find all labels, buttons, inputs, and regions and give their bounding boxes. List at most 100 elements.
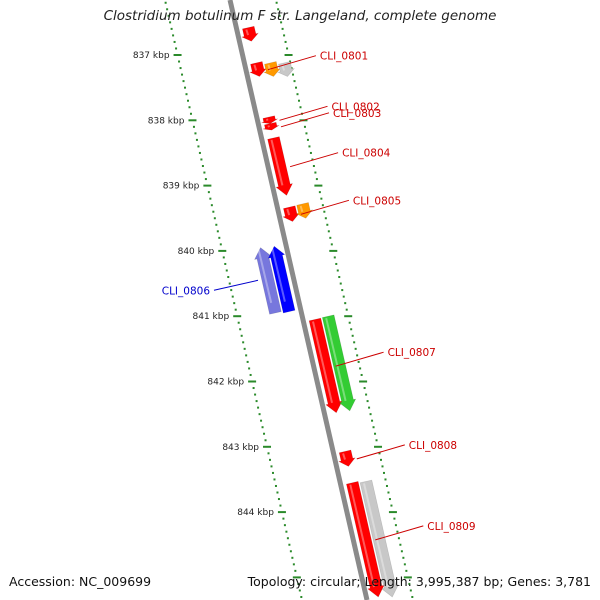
scale-tick-minor [294, 569, 297, 572]
gene-arrow-cli-0801[interactable] [248, 61, 268, 77]
gene-label-cli-0802[interactable]: CLI_0802 [332, 101, 380, 113]
scale-tick-minor [242, 341, 245, 344]
scale-tick-minor [282, 517, 285, 520]
scale-tick-minor [283, 524, 286, 527]
scale-tick-minor [339, 282, 342, 285]
scale-tick-minor [306, 138, 309, 141]
gene-arrow-cli-0804[interactable] [267, 136, 294, 196]
scale-tick-minor [363, 387, 366, 390]
scale-tick-minor [222, 256, 225, 259]
gene-label-cli-0803[interactable]: CLI_0803 [333, 108, 381, 120]
scale-tick-minor [327, 230, 330, 233]
scale-tick-minor [388, 498, 391, 501]
scale-tick-minor [167, 14, 170, 17]
gene-label-cli-0809[interactable]: CLI_0809 [427, 521, 475, 533]
scale-tick-minor [381, 465, 384, 468]
scale-tick-minor [275, 1, 278, 4]
scale-tick-minor [255, 400, 258, 403]
scale-tick-minor [170, 27, 173, 30]
scale-tick-minor [321, 204, 324, 207]
gene-arrow-shade [267, 125, 270, 128]
gene-arrow-unlabeled-10[interactable] [267, 245, 296, 314]
scale-tick-minor [284, 40, 287, 43]
scale-tick-minor [286, 537, 289, 540]
gene-arrow-shade [245, 29, 250, 36]
scale-tick-minor [318, 191, 321, 194]
gene-label-leader [289, 152, 339, 168]
scale-tick-minor [303, 125, 306, 128]
scale-tick-minor [289, 60, 292, 63]
scale-tick-minor [315, 178, 318, 181]
scale-tick-minor [359, 367, 362, 370]
scale-tick-minor [276, 491, 279, 494]
gene-label-cli-0808[interactable]: CLI_0808 [409, 440, 457, 452]
gene-arrow-unlabeled-3[interactable] [276, 61, 296, 77]
gene-arrow-cli-0807[interactable] [308, 317, 343, 414]
scale-label: 838 kbp [148, 116, 185, 126]
scale-tick-minor [312, 165, 315, 168]
genome-title: Clostridium botulinum F str. Langeland, … [103, 8, 497, 24]
scale-tick-minor [309, 151, 312, 154]
scale-tick-minor [311, 158, 314, 161]
gene-arrow-cli-0808[interactable] [337, 449, 356, 467]
gene-label-cli-0806[interactable]: CLI_0806 [162, 285, 211, 297]
scale-tick-minor [215, 223, 218, 226]
gene-label-cli-0804[interactable]: CLI_0804 [342, 148, 391, 160]
scale-tick-minor [372, 426, 375, 429]
scale-tick-minor [201, 165, 204, 168]
scale-tick-minor [348, 321, 351, 324]
scale-tick-minor [394, 524, 397, 527]
scale-tick-minor [403, 563, 406, 566]
scale-tick-minor [353, 341, 356, 344]
scale-tick-minor [224, 262, 227, 265]
gene-arrow-unlabeled-0[interactable] [240, 25, 260, 42]
gene-arrow-cli-0805[interactable] [281, 205, 301, 222]
scale-tick-minor [397, 537, 400, 540]
gene-label-cli-0807[interactable]: CLI_0807 [388, 347, 436, 359]
scale-tick-minor [189, 112, 192, 115]
scale-tick-minor [237, 321, 240, 324]
scale-tick-minor [263, 432, 266, 435]
scale-tick-minor [366, 400, 369, 403]
scale-tick-minor [371, 419, 374, 422]
scale-tick-minor [396, 530, 399, 533]
scale-tick-minor [181, 73, 184, 76]
scale-tick-minor [308, 145, 311, 148]
scale-tick-minor [293, 80, 296, 83]
scale-tick-minor [178, 60, 181, 63]
scale-tick-minor [258, 413, 261, 416]
scale-tick-minor [234, 308, 237, 311]
scale-tick-minor [385, 484, 388, 487]
gene-arrow-unlabeled-2[interactable] [262, 61, 282, 77]
scale-tick-minor [252, 387, 255, 390]
scale-tick-minor [267, 452, 270, 455]
scale-tick-minor [393, 517, 396, 520]
scale-tick-minor [384, 478, 387, 481]
scale-tick-minor [197, 145, 200, 148]
gene-arrow-shade [349, 484, 376, 588]
scale-tick-minor [292, 73, 295, 76]
gene-arrow-shade [363, 483, 390, 588]
gene-arrow-cli-0802[interactable] [261, 115, 278, 124]
scale-tick-minor [357, 360, 360, 363]
gene-label-cli-0801[interactable]: CLI_0801 [320, 51, 368, 63]
gene-arrow-cli-0803[interactable] [262, 121, 280, 131]
gene-arrow-shade [270, 139, 284, 186]
scale-tick-minor [378, 452, 381, 455]
scale-tick-minor [210, 204, 213, 207]
gene-features [240, 25, 399, 598]
gene-arrow-unlabeled-12[interactable] [321, 314, 357, 412]
scale-label: 841 kbp [193, 312, 230, 322]
gene-arrow-unlabeled-8[interactable] [295, 202, 314, 219]
scale-tick-minor [354, 347, 357, 350]
scale-tick-minor [336, 269, 339, 272]
scale-tick-minor [172, 34, 175, 37]
gene-label-cli-0805[interactable]: CLI_0805 [353, 195, 401, 207]
scale-tick-minor [286, 47, 289, 50]
scale-tick-minor [216, 230, 219, 233]
scale-tick-minor [285, 530, 288, 533]
gene-arrow-cli-0809[interactable] [346, 481, 385, 598]
scale-tick-minor [323, 210, 326, 213]
